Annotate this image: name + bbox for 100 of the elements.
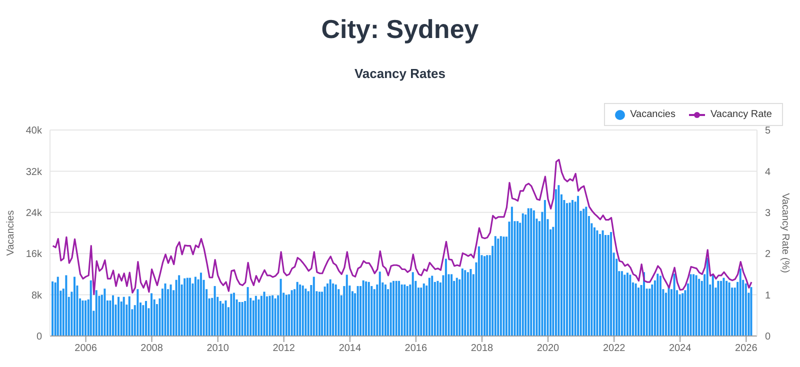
bar <box>497 238 500 336</box>
x-tick-label: 2010 <box>206 343 230 354</box>
bar <box>224 300 227 336</box>
bar <box>722 278 725 336</box>
y-tick-label: 24k <box>26 208 43 219</box>
bar <box>128 296 130 336</box>
bar <box>744 283 747 336</box>
bar <box>254 296 257 336</box>
bar <box>288 294 290 336</box>
bar <box>502 236 505 336</box>
bar <box>431 276 434 336</box>
bar <box>142 305 144 336</box>
bar <box>444 258 447 336</box>
bar <box>145 300 148 336</box>
bar <box>52 281 54 336</box>
bar <box>136 289 139 336</box>
bar <box>263 292 266 336</box>
bar <box>500 236 502 336</box>
bar <box>56 276 59 336</box>
bar <box>598 234 601 336</box>
bar <box>378 272 381 336</box>
bar <box>706 258 708 336</box>
bar <box>246 287 249 336</box>
x-tick-label: 2008 <box>140 343 164 354</box>
bar <box>368 282 370 336</box>
bar <box>304 288 307 336</box>
bar <box>334 284 337 336</box>
bar <box>717 280 720 336</box>
bar <box>232 292 235 336</box>
y2-tick-label: 5 <box>765 126 771 137</box>
bar <box>486 255 488 336</box>
bar <box>698 278 700 336</box>
bar <box>466 272 469 336</box>
bar <box>186 278 188 336</box>
bar <box>656 274 659 336</box>
bar <box>356 286 359 336</box>
bar <box>596 230 598 336</box>
y2-tick-label: 2 <box>765 249 771 260</box>
bar <box>659 276 662 336</box>
bar <box>626 272 628 336</box>
bar <box>510 206 513 336</box>
bar <box>230 294 232 336</box>
bar <box>194 276 196 336</box>
y2-tick-label: 4 <box>765 166 771 178</box>
bar <box>332 283 334 336</box>
y-tick-label: 8k <box>31 290 43 302</box>
bar <box>572 200 574 336</box>
bar <box>74 276 76 336</box>
bar <box>184 278 186 336</box>
x-tick-label: 2024 <box>668 343 692 354</box>
x-tick-label: 2016 <box>404 343 428 354</box>
bar <box>324 286 326 336</box>
bar <box>532 210 535 336</box>
bar <box>530 208 532 336</box>
y-tick-label: 0 <box>36 332 42 343</box>
bar <box>188 278 191 336</box>
bar <box>464 270 466 336</box>
x-tick-label: 2020 <box>536 343 560 354</box>
bar <box>695 275 698 336</box>
bar <box>406 286 408 336</box>
bar <box>384 284 386 336</box>
bar <box>241 302 244 336</box>
bar <box>285 294 288 336</box>
bar <box>558 185 560 336</box>
bar <box>370 286 373 336</box>
chart-title: City: Sydney <box>320 14 480 45</box>
bar <box>624 274 626 336</box>
bar <box>678 294 681 336</box>
x-tick-label: 2026 <box>735 343 758 354</box>
bar <box>728 282 730 336</box>
bar <box>118 296 120 336</box>
bar <box>739 268 742 336</box>
bar <box>390 282 392 336</box>
bar <box>516 221 519 336</box>
x-tick-label: 2018 <box>470 343 494 354</box>
bar <box>682 293 684 336</box>
bar <box>392 280 395 336</box>
bar <box>302 286 304 336</box>
bar <box>258 299 260 336</box>
y-axis-title: Vacancies <box>6 210 17 256</box>
bar <box>478 246 480 336</box>
bar <box>346 274 348 336</box>
bar <box>412 272 414 336</box>
bar <box>268 296 271 336</box>
bar <box>362 280 364 336</box>
bar <box>280 278 282 336</box>
bar <box>582 208 585 336</box>
y-tick-label: 32k <box>26 166 43 178</box>
bar <box>610 232 612 336</box>
bar <box>726 280 728 336</box>
bar <box>326 283 329 336</box>
line-series <box>52 158 752 296</box>
bar <box>651 284 654 336</box>
bar <box>299 284 302 336</box>
bar <box>200 272 202 336</box>
x-tick-label: 2022 <box>602 343 626 354</box>
bar <box>104 288 106 336</box>
bar <box>673 274 676 336</box>
bar <box>296 282 298 336</box>
bar <box>692 274 695 336</box>
